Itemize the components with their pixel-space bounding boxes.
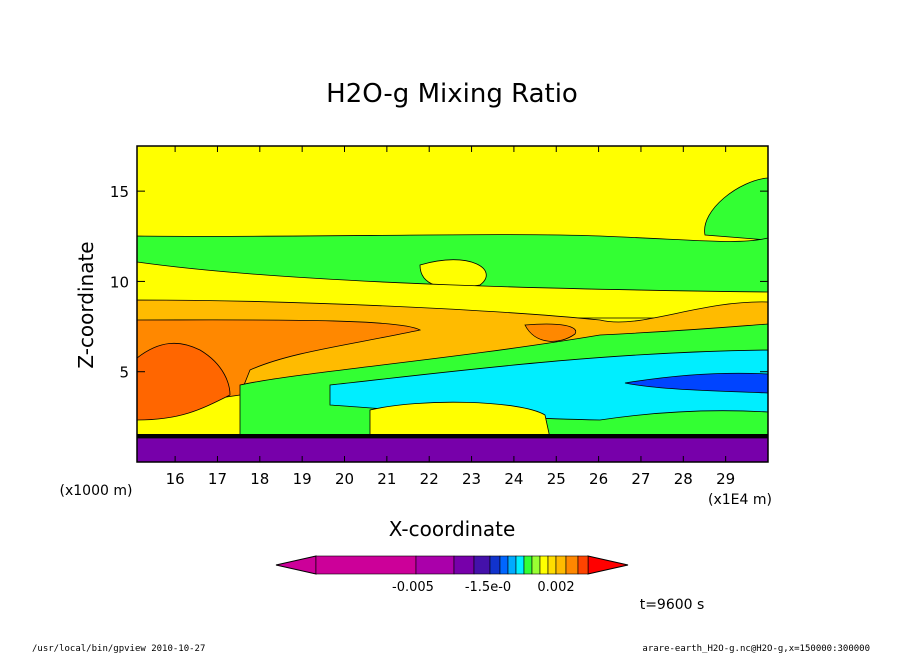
footer-right: arare-earth_H2O-g.nc@H2O-g,x=150000:3000…	[642, 644, 870, 654]
region-dark-orange	[137, 342, 231, 421]
plot-frame	[136, 145, 769, 463]
y-tick-label: 10	[110, 273, 129, 291]
colorbar-segment	[499, 555, 509, 575]
colorbar-segment	[515, 555, 525, 575]
x-tick-label: 17	[208, 470, 227, 488]
x-tick-label: 18	[250, 470, 269, 488]
colorbar-arrow-right	[587, 555, 629, 575]
colorbar-segment	[539, 555, 549, 575]
time-label: t=9600 s	[640, 597, 705, 613]
x-tick-label: 29	[716, 470, 735, 488]
x-tick-label: 27	[631, 470, 650, 488]
region-blue	[624, 372, 768, 394]
region-yellow-lens	[419, 259, 487, 288]
surface-line	[137, 434, 768, 438]
colorbar-segment	[531, 555, 541, 575]
x-tick-label: 20	[335, 470, 354, 488]
colorbar-segment	[489, 555, 501, 575]
colorbar-arrow-left	[275, 555, 317, 575]
colorbar-segment	[473, 555, 491, 575]
x-axis-unit: (x1E4 m)	[708, 492, 772, 508]
colorbar-segment	[547, 555, 557, 575]
colorbar-segment	[507, 555, 517, 575]
y-tick-label: 5	[119, 364, 129, 382]
colorbar-label: 0.002	[537, 580, 574, 595]
region-purple	[137, 437, 768, 462]
colorbar-segment	[555, 555, 567, 575]
colorbar-segment	[453, 555, 475, 575]
x-axis: 16 17 18 19 20 21 22 23 24 25 26 27 28 29	[166, 146, 735, 488]
x-tick-label: 25	[547, 470, 566, 488]
y-tick-label: 15	[110, 183, 129, 201]
colorbar-segment	[415, 555, 455, 575]
x-tick-label: 16	[166, 470, 185, 488]
x-tick-label: 21	[377, 470, 396, 488]
region-green-upper-right	[704, 177, 768, 241]
contour-field	[137, 146, 768, 462]
region-yellow-lower	[369, 401, 551, 439]
x-tick-label: 24	[504, 470, 523, 488]
x-tick-label: 26	[589, 470, 608, 488]
x-axis-label: X-coordinate	[389, 517, 516, 541]
chart-title: H2O-g Mixing Ratio	[326, 79, 578, 109]
footer-left: /usr/local/bin/gpview 2010-10-27	[32, 644, 205, 654]
region-orange-blob	[524, 323, 577, 342]
x-tick-label: 28	[674, 470, 693, 488]
x-tick-label: 23	[462, 470, 481, 488]
colorbar-segment	[565, 555, 579, 575]
colorbar-segment	[523, 555, 533, 575]
colorbar-labels: -0.005 -1.5e-0 0.002	[392, 580, 575, 595]
colorbar-label: -0.005	[392, 580, 434, 595]
x-tick-label: 22	[420, 470, 439, 488]
x-tick-label: 19	[293, 470, 312, 488]
colorbar-label: -1.5e-0	[465, 580, 511, 595]
colorbar-segment	[577, 555, 589, 575]
y-axis-label: Z-coordinate	[74, 241, 98, 368]
y-axis-unit: (x1000 m)	[60, 483, 133, 499]
colorbar	[275, 555, 629, 575]
colorbar-segment	[315, 555, 417, 575]
y-axis: 5 10 15	[110, 183, 768, 382]
